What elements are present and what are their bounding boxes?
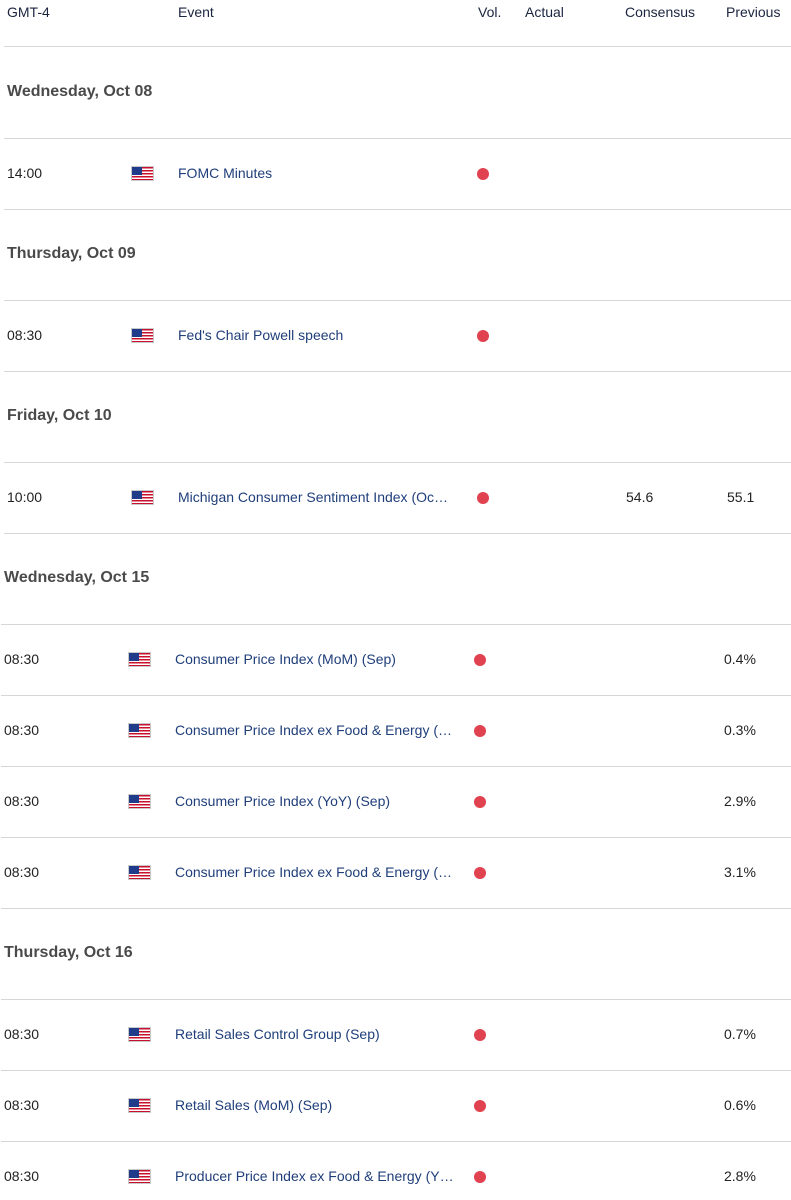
event-name-link[interactable]: Consumer Price Index (MoM) (Sep) bbox=[175, 651, 396, 667]
event-name-link[interactable]: Retail Sales (MoM) (Sep) bbox=[175, 1097, 333, 1113]
row-divider bbox=[1, 766, 791, 767]
high-volatility-icon bbox=[474, 1029, 486, 1041]
previous-value: 0.6% bbox=[724, 1097, 756, 1113]
row-divider bbox=[4, 462, 791, 463]
event-time: 08:30 bbox=[4, 1168, 40, 1184]
high-volatility-icon bbox=[474, 725, 486, 737]
event-name-link[interactable]: Producer Price Index ex Food & Energy (Y… bbox=[175, 1168, 454, 1184]
event-name-link[interactable]: FOMC Minutes bbox=[178, 165, 273, 181]
row-divider bbox=[4, 300, 791, 301]
us-flag-icon bbox=[131, 490, 154, 505]
event-time: 08:30 bbox=[4, 1097, 40, 1113]
row-divider bbox=[1, 908, 791, 909]
calendar-header: GMT-4 Event Vol. Actual Consensus Previo… bbox=[0, 0, 791, 24]
actual-column-header: Actual bbox=[525, 4, 564, 20]
consensus-value: 54.6 bbox=[626, 489, 654, 505]
event-row[interactable]: 10:00 Michigan Consumer Sentiment Index (… bbox=[0, 483, 791, 513]
event-name-link[interactable]: Michigan Consumer Sentiment Index (Oc… bbox=[178, 489, 448, 505]
event-name-link[interactable]: Retail Sales Control Group (Sep) bbox=[175, 1026, 380, 1042]
day-heading: Wednesday, Oct 15 bbox=[4, 569, 150, 586]
row-divider bbox=[4, 138, 791, 139]
day-heading: Wednesday, Oct 08 bbox=[7, 83, 153, 100]
row-divider bbox=[1, 1070, 791, 1071]
us-flag-icon bbox=[128, 1027, 151, 1042]
us-flag-icon bbox=[128, 1169, 151, 1184]
row-divider bbox=[4, 209, 791, 210]
event-name-link[interactable]: Consumer Price Index ex Food & Energy (… bbox=[175, 864, 453, 880]
event-time: 08:30 bbox=[4, 793, 40, 809]
us-flag-icon bbox=[131, 328, 154, 343]
event-name-link[interactable]: Consumer Price Index (YoY) (Sep) bbox=[175, 793, 391, 809]
event-row[interactable]: 08:30 Consumer Price Index (MoM) (Sep) 0.4… bbox=[0, 645, 791, 675]
event-row[interactable]: 08:30 Fed's Chair Powell speech bbox=[0, 321, 791, 351]
row-divider bbox=[4, 46, 791, 47]
us-flag-icon bbox=[131, 166, 154, 181]
us-flag-icon bbox=[128, 794, 151, 809]
event-row[interactable]: 08:30 Retail Sales Control Group (Sep) 0.7… bbox=[0, 1020, 791, 1050]
row-divider bbox=[4, 371, 791, 372]
previous-column-header: Previous bbox=[726, 4, 781, 20]
previous-value: 55.1 bbox=[727, 489, 755, 505]
event-name-link[interactable]: Fed's Chair Powell speech bbox=[178, 327, 344, 343]
high-volatility-icon bbox=[474, 1171, 486, 1183]
event-row[interactable]: 08:30 Consumer Price Index ex Food & Ener… bbox=[0, 858, 791, 888]
us-flag-icon bbox=[128, 1098, 151, 1113]
previous-value: 0.7% bbox=[724, 1026, 756, 1042]
event-time: 10:00 bbox=[7, 489, 43, 505]
event-row[interactable]: 14:00 FOMC Minutes bbox=[0, 159, 791, 189]
event-row[interactable]: 08:30 Consumer Price Index (YoY) (Sep) 2.9… bbox=[0, 787, 791, 817]
us-flag-icon bbox=[128, 723, 151, 738]
event-name-link[interactable]: Consumer Price Index ex Food & Energy (… bbox=[175, 722, 453, 738]
day-heading: Friday, Oct 10 bbox=[7, 407, 112, 424]
event-column-header: Event bbox=[178, 4, 214, 20]
high-volatility-icon bbox=[474, 654, 486, 666]
previous-value: 0.3% bbox=[724, 722, 756, 738]
row-divider bbox=[1, 624, 791, 625]
event-row[interactable]: 08:30 Producer Price Index ex Food & Ener… bbox=[0, 1162, 791, 1192]
previous-value: 2.9% bbox=[724, 793, 756, 809]
row-divider bbox=[1, 837, 791, 838]
high-volatility-icon bbox=[477, 492, 489, 504]
event-row[interactable]: 08:30 Retail Sales (MoM) (Sep) 0.6% bbox=[0, 1091, 791, 1121]
high-volatility-icon bbox=[474, 867, 486, 879]
row-divider bbox=[1, 695, 791, 696]
row-divider bbox=[4, 533, 791, 534]
event-time: 08:30 bbox=[4, 1026, 40, 1042]
us-flag-icon bbox=[128, 652, 151, 667]
row-divider bbox=[1, 999, 791, 1000]
previous-value: 0.4% bbox=[724, 651, 756, 667]
event-time: 08:30 bbox=[7, 327, 43, 343]
day-heading: Thursday, Oct 16 bbox=[4, 944, 133, 961]
high-volatility-icon bbox=[474, 1100, 486, 1112]
volatility-column-header: Vol. bbox=[478, 4, 502, 20]
high-volatility-icon bbox=[477, 330, 489, 342]
high-volatility-icon bbox=[477, 168, 489, 180]
previous-value: 2.8% bbox=[724, 1168, 756, 1184]
row-divider bbox=[1, 1141, 791, 1142]
event-row[interactable]: 08:30 Consumer Price Index ex Food & Ener… bbox=[0, 716, 791, 746]
high-volatility-icon bbox=[474, 796, 486, 808]
event-time: 08:30 bbox=[4, 651, 40, 667]
event-time: 08:30 bbox=[4, 722, 40, 738]
event-time: 08:30 bbox=[4, 864, 40, 880]
event-time: 14:00 bbox=[7, 165, 43, 181]
us-flag-icon bbox=[128, 865, 151, 880]
previous-value: 3.1% bbox=[724, 864, 756, 880]
timezone-header[interactable]: GMT-4 bbox=[7, 4, 50, 20]
day-heading: Thursday, Oct 09 bbox=[7, 245, 136, 262]
consensus-column-header: Consensus bbox=[625, 4, 696, 20]
